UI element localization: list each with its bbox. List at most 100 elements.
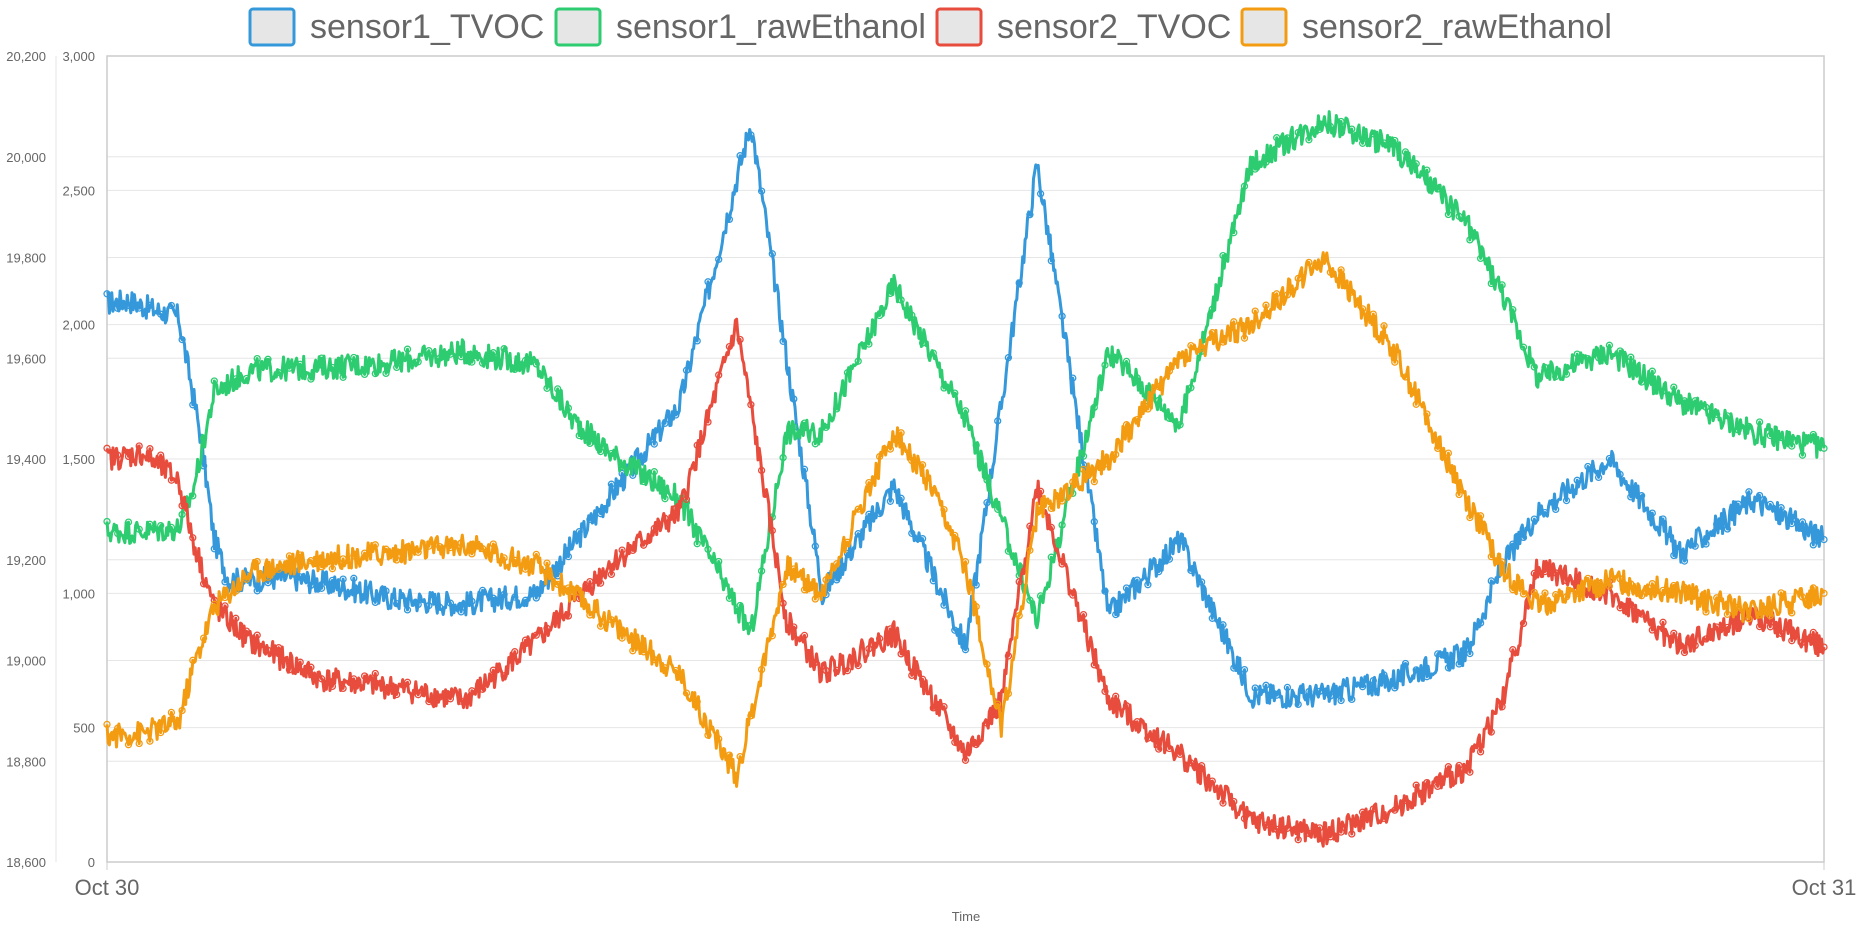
- data-point: [693, 540, 701, 548]
- data-point: [468, 597, 476, 605]
- data-point: [897, 494, 905, 502]
- data-point: [1305, 136, 1313, 144]
- data-point: [1777, 433, 1785, 442]
- y-inner-tick-label: 1,000: [62, 586, 95, 601]
- data-point: [650, 440, 658, 448]
- data-point: [1713, 410, 1721, 419]
- data-point: [682, 366, 691, 374]
- data-point: [918, 535, 927, 543]
- data-point: [747, 712, 755, 720]
- data-point: [242, 627, 251, 635]
- data-point: [1423, 166, 1431, 174]
- data-point: [1766, 612, 1774, 620]
- data-point: [1337, 117, 1345, 126]
- data-point: [1552, 569, 1560, 577]
- data-point: [1691, 542, 1699, 550]
- data-point: [393, 600, 401, 608]
- data-point: [929, 704, 937, 712]
- legend-item-sensor1_rawEthanol[interactable]: sensor1_rawEthanol: [554, 7, 926, 47]
- data-point: [1230, 664, 1238, 672]
- data-point: [639, 455, 648, 464]
- data-point: [1369, 130, 1377, 138]
- data-point: [725, 215, 734, 224]
- data-point: [951, 531, 959, 540]
- data-point: [918, 339, 927, 347]
- data-point: [1305, 687, 1313, 696]
- data-point: [1476, 254, 1485, 263]
- data-point: [1466, 649, 1474, 658]
- data-point: [1820, 589, 1828, 597]
- data-point: [114, 451, 122, 459]
- data-point: [886, 625, 895, 633]
- data-point: [1594, 354, 1603, 362]
- data-point: [167, 708, 176, 717]
- data-point: [1627, 600, 1635, 609]
- data-point: [1466, 513, 1474, 522]
- data-point: [1315, 261, 1324, 269]
- data-point: [897, 650, 905, 658]
- data-point: [1552, 372, 1560, 381]
- data-point: [693, 337, 701, 345]
- series-sensor2_TVOC: [103, 317, 1828, 848]
- data-point: [1798, 518, 1807, 526]
- data-point: [897, 296, 905, 304]
- data-point: [446, 599, 455, 607]
- legend-item-sensor1_TVOC[interactable]: sensor1_TVOC: [248, 7, 544, 47]
- data-point: [629, 647, 637, 655]
- data-point: [1197, 344, 1206, 352]
- data-point: [1187, 384, 1195, 392]
- data-point: [854, 505, 862, 513]
- data-point: [1219, 799, 1227, 807]
- data-point: [285, 552, 294, 560]
- legend-item-sensor2_TVOC[interactable]: sensor2_TVOC: [935, 7, 1231, 47]
- data-point: [264, 355, 272, 363]
- data-point: [1670, 629, 1678, 637]
- data-point: [189, 534, 197, 542]
- data-point: [1616, 604, 1624, 612]
- data-point: [650, 524, 658, 533]
- data-point: [951, 738, 959, 746]
- data-point: [1530, 515, 1538, 523]
- data-point: [1723, 623, 1732, 632]
- data-point: [736, 335, 744, 344]
- data-point: [1487, 553, 1495, 561]
- data-point: [489, 666, 497, 674]
- data-point: [1702, 635, 1710, 643]
- data-point: [1380, 814, 1388, 823]
- series-line: [105, 251, 1826, 788]
- data-point: [865, 478, 873, 487]
- legend-swatch: [935, 7, 983, 47]
- data-point: [350, 675, 358, 683]
- data-point: [843, 369, 852, 377]
- data-point: [1476, 619, 1485, 627]
- data-point: [221, 593, 229, 602]
- legend-item-sensor2_rawEthanol[interactable]: sensor2_rawEthanol: [1240, 7, 1612, 47]
- data-point: [1380, 139, 1388, 147]
- data-point: [554, 580, 562, 589]
- data-point: [983, 719, 991, 727]
- data-point: [693, 441, 701, 449]
- data-point: [661, 419, 669, 427]
- data-point: [1777, 629, 1785, 638]
- data-point: [983, 476, 991, 484]
- data-point: [596, 622, 605, 630]
- data-point: [908, 671, 916, 680]
- data-point: [554, 612, 562, 620]
- data-point: [199, 634, 208, 642]
- data-point: [1101, 460, 1109, 468]
- data-point: [1498, 703, 1506, 711]
- data-point: [1079, 465, 1088, 474]
- data-point: [339, 684, 347, 693]
- data-point: [446, 350, 455, 358]
- data-point: [875, 452, 884, 461]
- data-point: [489, 540, 497, 548]
- data-point: [1809, 430, 1817, 439]
- data-point: [1434, 782, 1442, 791]
- legend-swatch: [1240, 7, 1288, 47]
- data-point: [1434, 650, 1442, 658]
- data-point: [1047, 553, 1055, 561]
- data-point: [264, 573, 272, 581]
- data-point: [1659, 618, 1667, 626]
- data-point: [1219, 251, 1227, 260]
- data-point: [425, 347, 433, 355]
